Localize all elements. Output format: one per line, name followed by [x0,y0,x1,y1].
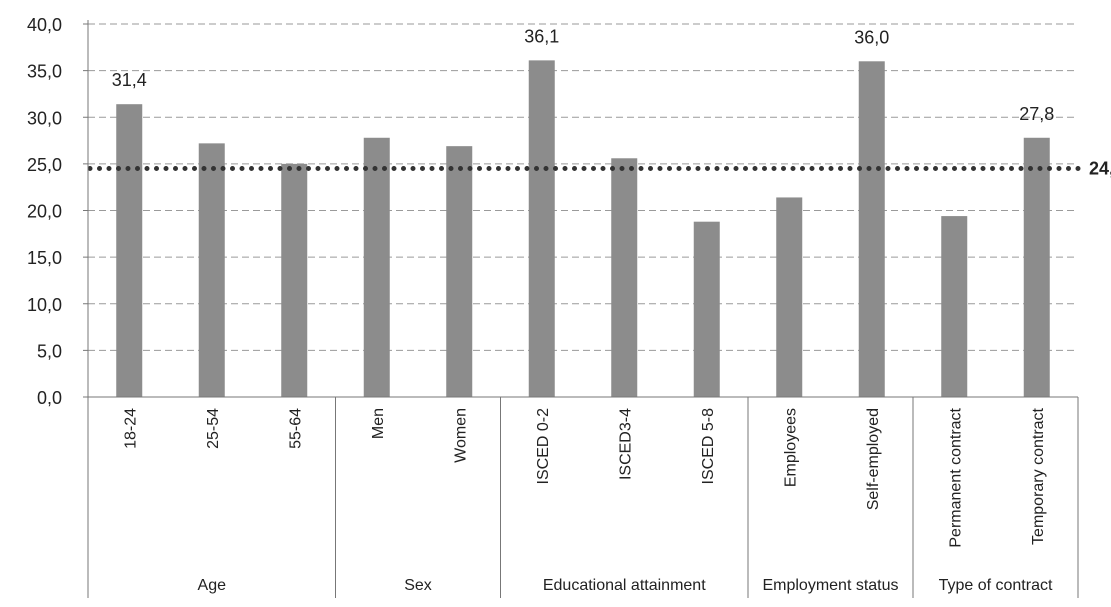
bar [694,222,720,397]
category-label: Men [370,408,387,439]
bar [199,143,225,397]
category-label: Self-employed [865,408,882,510]
category-label: Women [452,408,469,463]
bar [1024,138,1050,397]
category-label: Employees [782,408,799,487]
y-tick-label: 25,0 [27,155,62,175]
y-tick-label: 20,0 [27,202,62,222]
bar [281,164,307,397]
category-label: 55-64 [287,408,304,449]
category-label: 25-54 [205,408,222,449]
group-label: Employment status [762,577,898,594]
bar [611,158,637,397]
bar [941,216,967,397]
average-reference-line: 24,5 [90,159,1111,179]
data-label: 27,8 [1019,104,1054,124]
y-tick-label: 30,0 [27,108,62,128]
bar [859,61,885,397]
y-tick-label: 5,0 [37,341,62,361]
bar [364,138,390,397]
bar [776,197,802,397]
reference-line-label: 24,5 [1089,159,1111,179]
category-label: ISCED3-4 [617,408,634,480]
group-label: Type of contract [939,577,1053,594]
category-label: ISCED 0-2 [535,408,552,485]
y-tick-label: 15,0 [27,248,62,268]
y-tick-label: 0,0 [37,388,62,408]
group-label: Sex [404,577,432,594]
y-tick-label: 40,0 [27,15,62,35]
bar [529,60,555,397]
gridlines [88,24,1078,350]
bar [446,146,472,397]
y-tick-label: 35,0 [27,62,62,82]
category-label: 18-24 [122,408,139,449]
bar [116,104,142,397]
category-label: Permanent contract [947,407,964,547]
bars [116,60,1050,397]
category-label: Temporary contract [1030,407,1047,544]
data-label: 36,1 [524,26,559,46]
group-label: Age [198,577,227,594]
y-tick-label: 10,0 [27,295,62,315]
category-label: ISCED 5-8 [700,408,717,485]
data-label: 36,0 [854,27,889,47]
group-label: Educational attainment [543,577,706,594]
data-label: 31,4 [112,70,147,90]
axes [83,20,1078,598]
